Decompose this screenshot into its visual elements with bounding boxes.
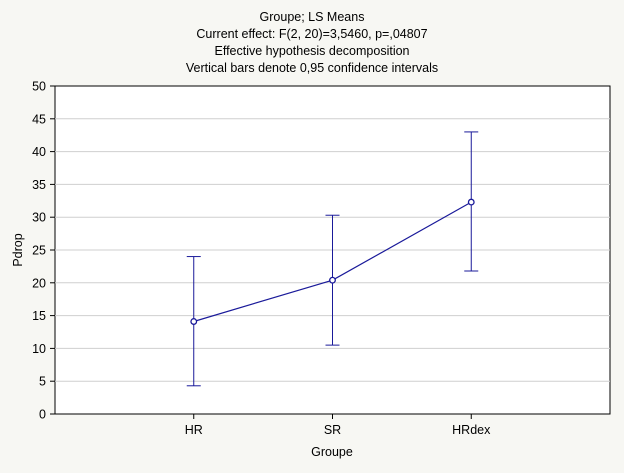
title-line-3: Effective hypothesis decomposition	[214, 44, 409, 58]
y-axis-label: Pdrop	[11, 233, 25, 266]
data-point-HR	[190, 318, 198, 325]
y-tick-label: 25	[32, 244, 46, 258]
x-tick-label: HR	[185, 423, 203, 437]
data-point-HRdex	[467, 198, 475, 206]
x-tick-label: SR	[324, 423, 341, 437]
y-tick-label: 0	[39, 408, 46, 422]
title-line-1: Groupe; LS Means	[260, 10, 365, 24]
title-line-2: Current effect: F(2, 20)=3,5460, p=,0480…	[196, 27, 427, 41]
title-line-4: Vertical bars denote 0,95 confidence int…	[186, 61, 438, 75]
y-tick-label: 15	[32, 309, 46, 323]
chart-title: Groupe; LS Means Current effect: F(2, 20…	[186, 10, 438, 75]
y-tick-label: 30	[32, 211, 46, 225]
x-tick-label: HRdex	[452, 423, 491, 437]
y-axis: 0 5 10 15 20 25 30 35 40 45 50	[32, 80, 55, 422]
y-tick-label: 35	[32, 178, 46, 192]
y-tick-label: 40	[32, 145, 46, 159]
y-tick-label: 10	[32, 342, 46, 356]
x-axis: HR SR HRdex	[185, 414, 491, 437]
data-point-SR	[329, 276, 336, 284]
y-tick-label: 20	[32, 276, 46, 290]
x-axis-label: Groupe	[311, 445, 353, 459]
series	[186, 131, 479, 387]
y-tick-label: 5	[39, 375, 46, 389]
y-tick-label: 45	[32, 112, 46, 126]
y-tick-label: 50	[32, 80, 46, 94]
